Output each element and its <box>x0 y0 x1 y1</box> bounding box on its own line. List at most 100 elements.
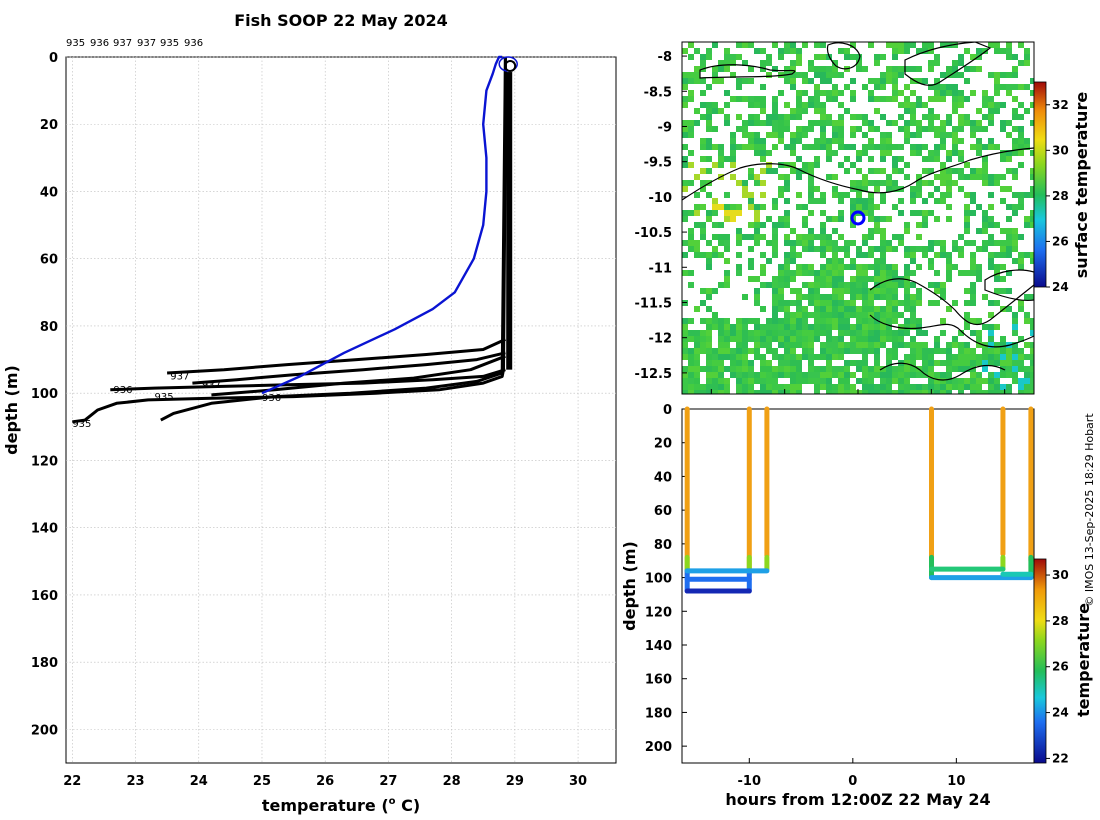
sst-pixel <box>1024 384 1030 390</box>
sst-pixel <box>880 270 886 276</box>
sst-pixel <box>850 42 856 48</box>
sst-pixel <box>868 306 874 312</box>
sst-pixel <box>958 366 964 372</box>
sst-pixel <box>922 168 928 174</box>
sst-pixel <box>886 330 892 336</box>
sst-pixel <box>850 264 856 270</box>
sst-pixel <box>724 48 730 54</box>
sst-pixel <box>766 384 772 390</box>
sst-pixel <box>1030 360 1034 366</box>
sst-pixel <box>688 90 694 96</box>
sst-pixel <box>772 204 778 210</box>
sst-pixel <box>694 372 700 378</box>
sst-pixel <box>796 192 802 198</box>
sst-pixel <box>736 54 742 60</box>
sst-pixel <box>790 144 796 150</box>
sst-pixel <box>838 312 844 318</box>
sst-pixel <box>748 222 754 228</box>
sst-pixel <box>880 276 886 282</box>
sst-pixel <box>724 192 730 198</box>
sst-pixel <box>700 78 706 84</box>
sst-pixel <box>868 264 874 270</box>
sst-pixel <box>718 204 724 210</box>
sst-pixel <box>880 168 886 174</box>
sst-pixel <box>1018 384 1024 390</box>
sst-pixel <box>796 168 802 174</box>
sst-pixel <box>820 126 826 132</box>
sst-pixel <box>808 282 814 288</box>
sst-pixel <box>850 90 856 96</box>
sst-pixel <box>718 330 724 336</box>
sst-pixel <box>916 132 922 138</box>
sst-pixel <box>682 324 688 330</box>
sst-pixel <box>880 192 886 198</box>
sst-pixel <box>1012 138 1018 144</box>
sst-pixel <box>760 366 766 372</box>
sst-pixel <box>700 300 706 306</box>
sst-pixel <box>772 366 778 372</box>
sst-pixel <box>748 348 754 354</box>
sst-pixel <box>874 228 880 234</box>
sst-pixel <box>766 324 772 330</box>
sst-pixel <box>886 348 892 354</box>
sst-pixel <box>862 204 868 210</box>
sst-pixel <box>940 162 946 168</box>
sst-pixel <box>892 54 898 60</box>
sst-pixel <box>718 378 724 384</box>
sst-pixel <box>850 324 856 330</box>
sst-pixel <box>742 384 748 390</box>
sst-pixel <box>868 390 874 394</box>
sst-pixel <box>988 114 994 120</box>
sst-pixel <box>844 300 850 306</box>
sst-pixel <box>898 102 904 108</box>
sst-pixel <box>796 132 802 138</box>
sst-pixel <box>928 48 934 54</box>
profile-top-label: 937 <box>113 38 132 49</box>
sst-pixel <box>1012 66 1018 72</box>
section-y-tick-label: 160 <box>645 673 672 688</box>
sst-pixel <box>886 276 892 282</box>
sst-pixel <box>994 384 1000 390</box>
sst-pixel <box>832 192 838 198</box>
sst-pixel <box>898 114 904 120</box>
sst-pixel <box>946 204 952 210</box>
sst-pixel <box>1018 138 1024 144</box>
sst-pixel <box>856 54 862 60</box>
sst-pixel <box>850 390 856 394</box>
sst-pixel <box>940 84 946 90</box>
sst-pixel <box>916 120 922 126</box>
profile-plot: 22 23 24 25 26 27 28 29 30 020406080100120140160… <box>2 38 617 815</box>
sst-pixel <box>1012 360 1018 366</box>
sst-pixel <box>874 342 880 348</box>
sst-pixel <box>712 354 718 360</box>
sst-pixel <box>1012 144 1018 150</box>
profile-plot-frame <box>65 56 617 764</box>
sst-pixel <box>940 240 946 246</box>
sst-pixel <box>742 390 748 394</box>
sst-pixel <box>790 150 796 156</box>
sst-pixel <box>718 360 724 366</box>
sst-pixel <box>940 96 946 102</box>
sst-pixel <box>850 132 856 138</box>
sst-pixel <box>1030 186 1034 192</box>
sst-pixel <box>694 174 700 180</box>
sst-pixel <box>946 378 952 384</box>
sst-pixel <box>856 312 862 318</box>
sst-pixel <box>754 330 760 336</box>
sst-pixel <box>880 324 886 330</box>
sst-pixel <box>706 378 712 384</box>
sst-pixel <box>766 390 772 394</box>
sst-pixel <box>760 102 766 108</box>
sst-pixel <box>886 144 892 150</box>
sst-pixel <box>832 312 838 318</box>
sst-pixel <box>886 300 892 306</box>
sst-pixel <box>772 306 778 312</box>
sst-pixel <box>934 360 940 366</box>
sst-pixel <box>754 210 760 216</box>
sst-pixel <box>826 348 832 354</box>
sst-pixel <box>874 366 880 372</box>
sst-pixel <box>760 384 766 390</box>
sst-pixel <box>898 324 904 330</box>
sst-pixel <box>850 294 856 300</box>
sst-pixel <box>886 138 892 144</box>
